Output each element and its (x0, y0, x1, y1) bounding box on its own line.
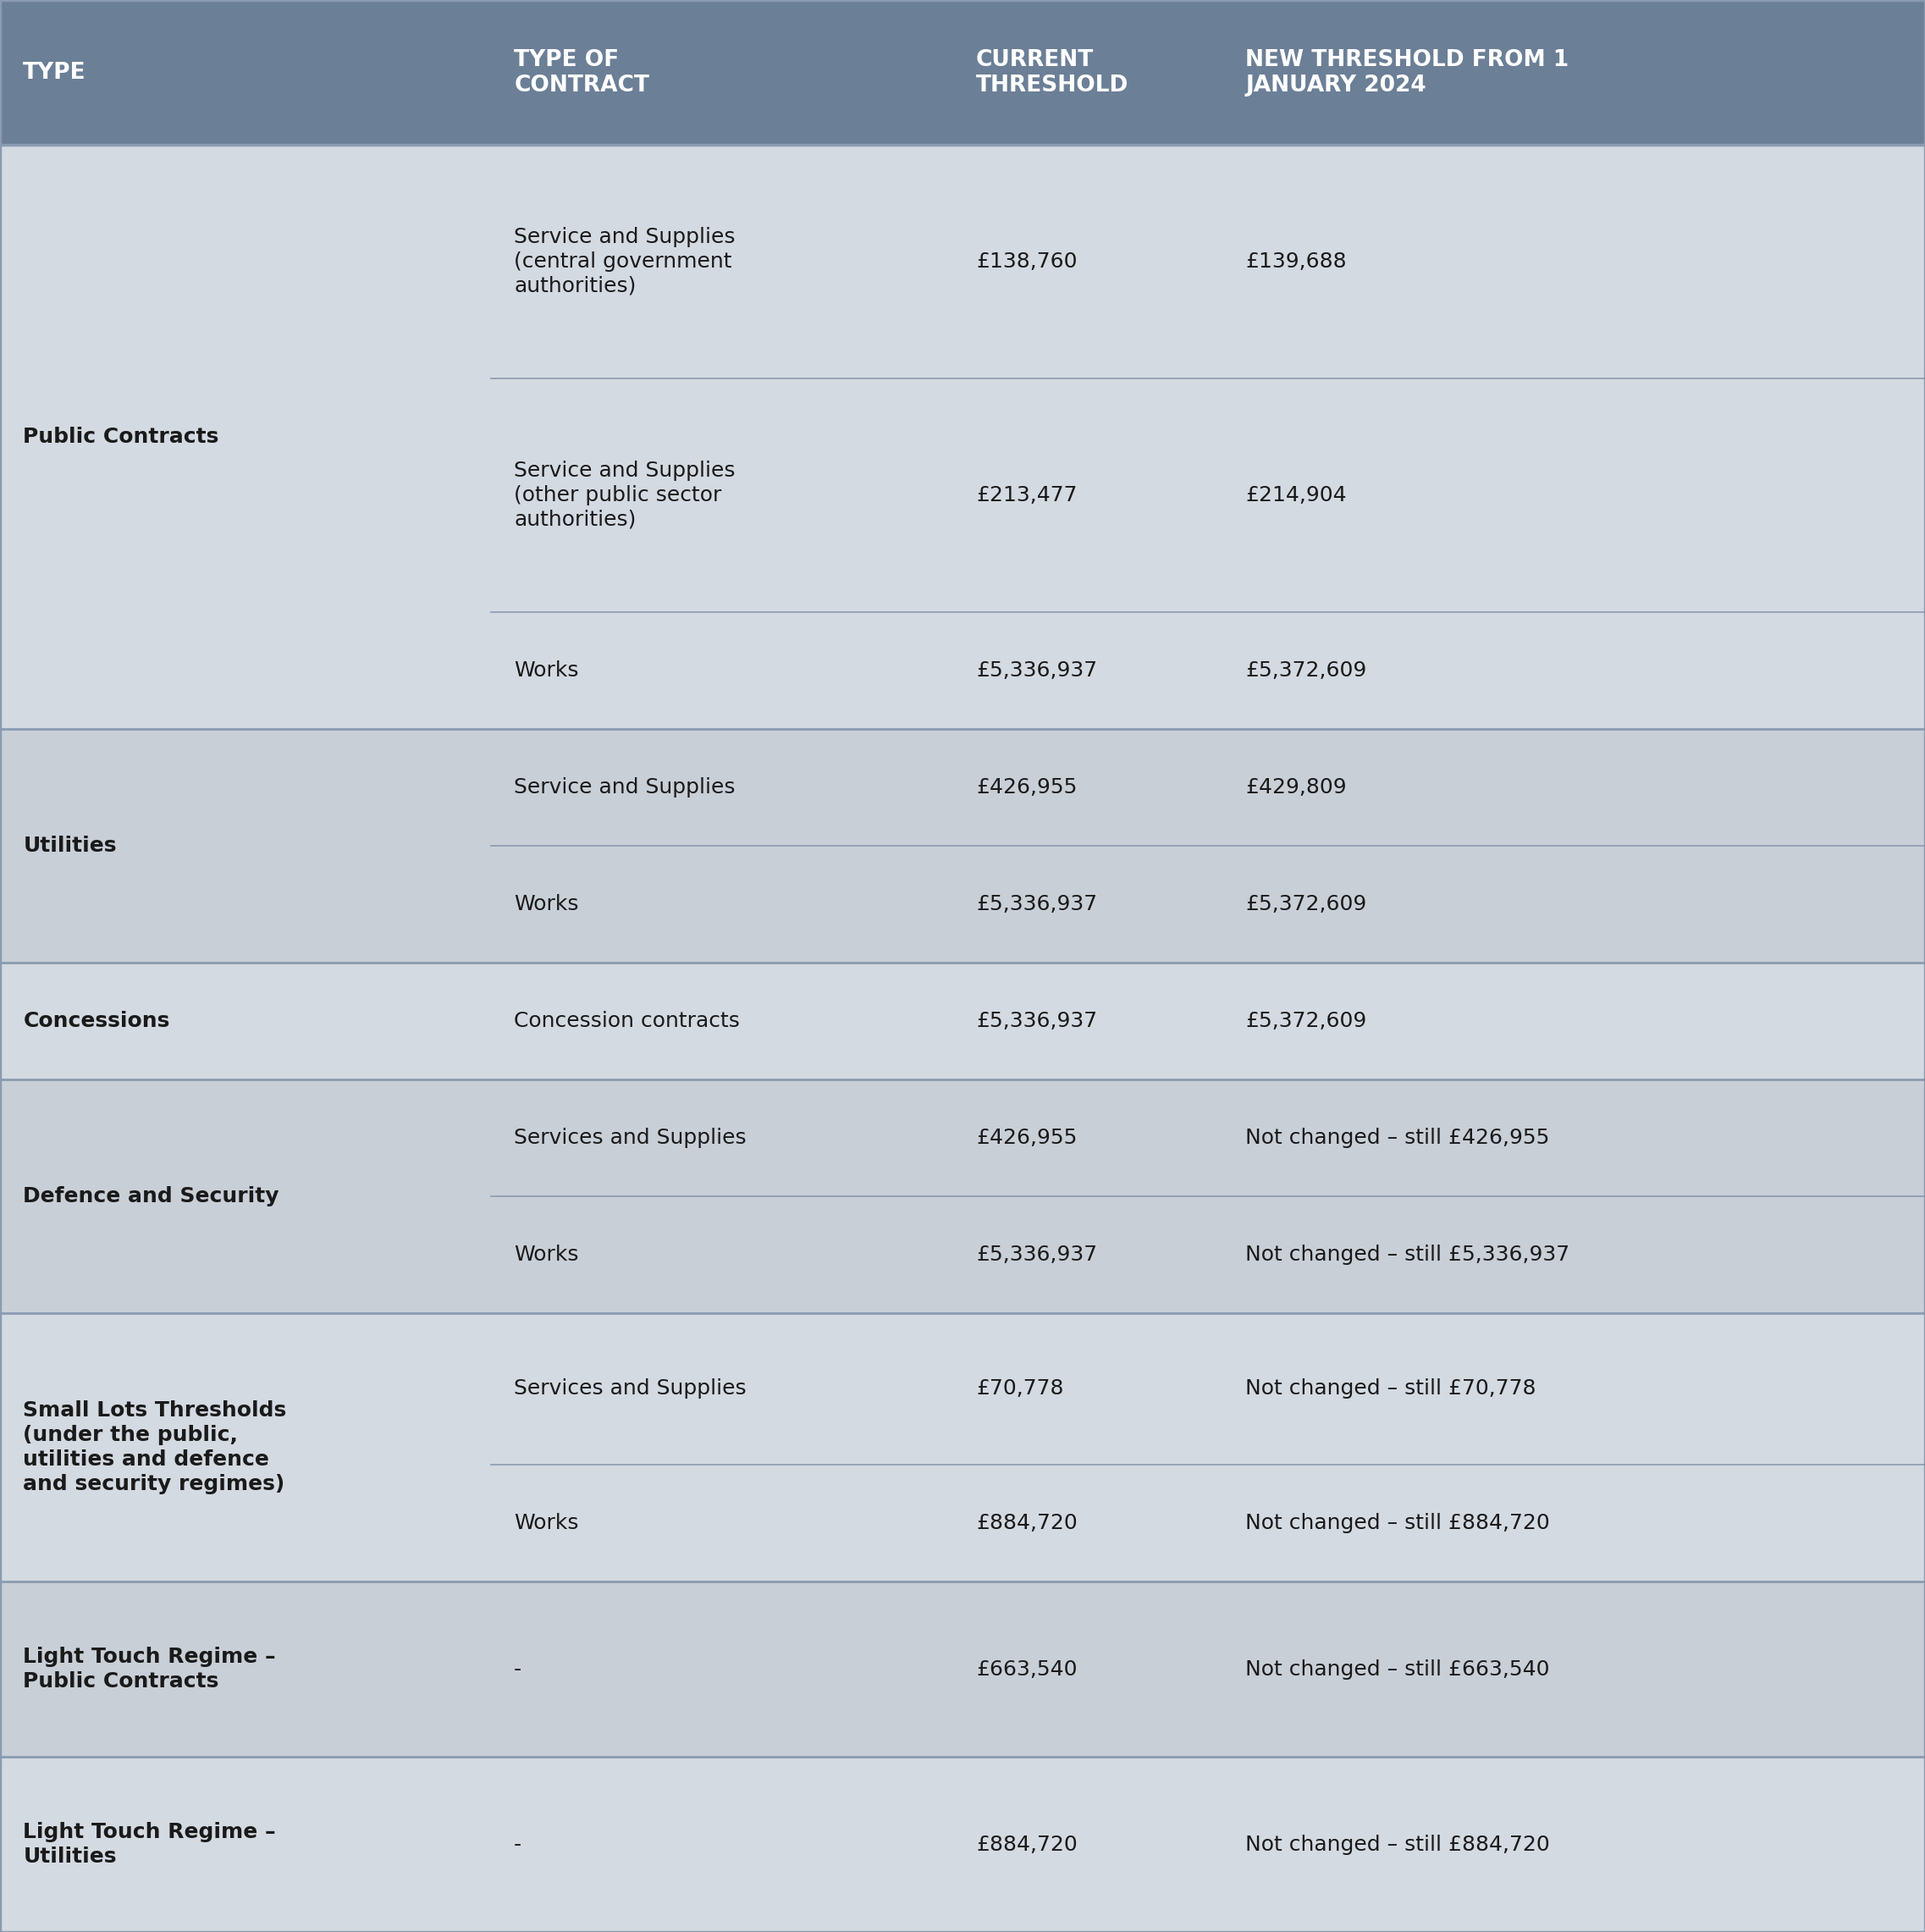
Text: Public Contracts: Public Contracts (23, 427, 219, 446)
Text: Defence and Security: Defence and Security (23, 1186, 279, 1206)
Text: TYPE: TYPE (23, 62, 87, 83)
Text: Concession contracts: Concession contracts (514, 1010, 739, 1032)
Text: Concessions: Concessions (23, 1010, 169, 1032)
Bar (0, 846, 1925, 962)
Text: £426,955: £426,955 (976, 1128, 1076, 1148)
Text: £426,955: £426,955 (976, 777, 1076, 798)
Text: Not changed – still £5,336,937: Not changed – still £5,336,937 (1245, 1244, 1569, 1265)
Text: £70,778: £70,778 (976, 1379, 1065, 1399)
Text: £139,688: £139,688 (1245, 251, 1348, 272)
Text: Works: Works (514, 1513, 579, 1534)
Text: £5,372,609: £5,372,609 (1245, 895, 1367, 914)
Text: Light Touch Regime –
Public Contracts: Light Touch Regime – Public Contracts (23, 1646, 275, 1692)
Text: £884,720: £884,720 (976, 1513, 1078, 1534)
Bar (0, 1314, 1925, 1464)
Text: Not changed – still £884,720: Not changed – still £884,720 (1245, 1833, 1550, 1855)
Text: £214,904: £214,904 (1245, 485, 1348, 506)
Text: £5,336,937: £5,336,937 (976, 895, 1097, 914)
Text: £5,372,609: £5,372,609 (1245, 1010, 1367, 1032)
Text: £429,809: £429,809 (1245, 777, 1348, 798)
Text: Services and Supplies: Services and Supplies (514, 1379, 747, 1399)
Bar (0, 1464, 1925, 1582)
Bar (0, 1080, 1925, 1196)
Text: Works: Works (514, 895, 579, 914)
Text: Service and Supplies
(central government
authorities): Service and Supplies (central government… (514, 228, 735, 296)
Text: Services and Supplies: Services and Supplies (514, 1128, 747, 1148)
Text: £5,336,937: £5,336,937 (976, 661, 1097, 680)
Bar (0, 728, 1925, 846)
Text: Utilities: Utilities (23, 835, 117, 856)
Text: Works: Works (514, 1244, 579, 1265)
Text: Service and Supplies
(other public sector
authorities): Service and Supplies (other public secto… (514, 462, 735, 529)
Text: £5,372,609: £5,372,609 (1245, 661, 1367, 680)
Text: £138,760: £138,760 (976, 251, 1078, 272)
Text: Service and Supplies: Service and Supplies (514, 777, 735, 798)
Text: CURRENT
THRESHOLD: CURRENT THRESHOLD (976, 48, 1128, 97)
Text: Light Touch Regime –
Utilities: Light Touch Regime – Utilities (23, 1822, 275, 1866)
Text: NEW THRESHOLD FROM 1
JANUARY 2024: NEW THRESHOLD FROM 1 JANUARY 2024 (1245, 48, 1569, 97)
Text: -: - (514, 1660, 522, 1679)
Bar (0, 612, 1925, 728)
Bar (0, 962, 1925, 1080)
Text: £663,540: £663,540 (976, 1660, 1078, 1679)
Text: -: - (514, 1833, 522, 1855)
Text: Not changed – still £426,955: Not changed – still £426,955 (1245, 1128, 1550, 1148)
Bar (0, 0, 1925, 145)
Text: Not changed – still £884,720: Not changed – still £884,720 (1245, 1513, 1550, 1534)
Bar (0, 145, 1925, 379)
Text: TYPE OF
CONTRACT: TYPE OF CONTRACT (514, 48, 649, 97)
Text: £884,720: £884,720 (976, 1833, 1078, 1855)
Text: £213,477: £213,477 (976, 485, 1078, 506)
Bar (0, 1756, 1925, 1932)
Text: Small Lots Thresholds
(under the public,
utilities and defence
and security regi: Small Lots Thresholds (under the public,… (23, 1401, 287, 1493)
Bar (0, 1196, 1925, 1314)
Bar (0, 1582, 1925, 1756)
Text: Works: Works (514, 661, 579, 680)
Text: £5,336,937: £5,336,937 (976, 1010, 1097, 1032)
Text: Not changed – still £663,540: Not changed – still £663,540 (1245, 1660, 1550, 1679)
Text: £5,336,937: £5,336,937 (976, 1244, 1097, 1265)
Text: Not changed – still £70,778: Not changed – still £70,778 (1245, 1379, 1536, 1399)
Bar (0, 379, 1925, 612)
